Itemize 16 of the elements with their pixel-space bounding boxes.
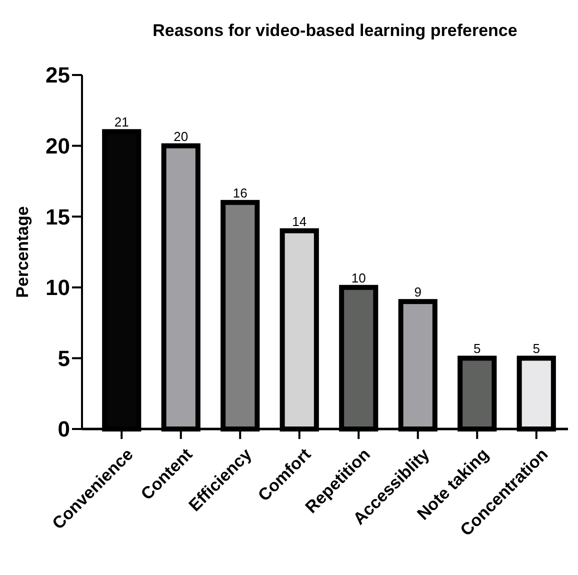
data-label: 5 (532, 341, 540, 356)
y-axis-title: Percentage (13, 206, 32, 298)
y-tick-label: 20 (46, 134, 70, 158)
y-tick-label: 25 (46, 62, 70, 88)
data-label: 20 (174, 128, 188, 144)
y-tick-label: 0 (58, 416, 70, 442)
data-label: 5 (474, 341, 481, 356)
y-tick-label: 5 (58, 346, 70, 371)
data-label: 21 (114, 114, 129, 130)
data-label: 16 (232, 185, 248, 200)
data-label: 14 (292, 214, 307, 229)
chart-title: Reasons for video-based learning preference (152, 21, 518, 40)
data-label: 9 (414, 284, 422, 300)
data-label: 10 (351, 270, 366, 286)
y-tick-label: 10 (46, 275, 70, 300)
y-tick-label: 15 (46, 204, 70, 230)
